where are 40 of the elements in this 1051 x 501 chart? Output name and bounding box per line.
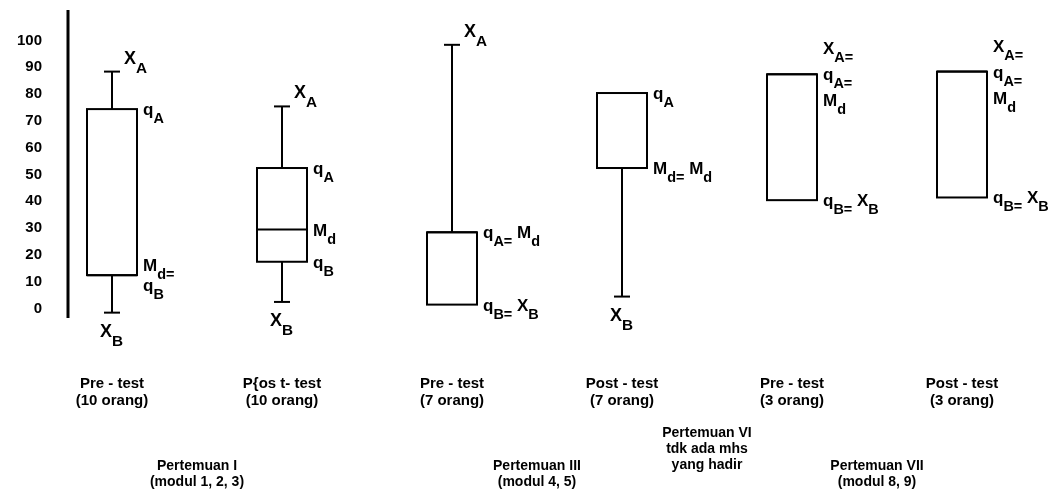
x-tick-label: Pre - test (10 orang) xyxy=(75,374,149,408)
y-tick-label: 70 xyxy=(25,111,42,129)
annotation: q$_{B=}$ X$_{B}$ xyxy=(993,188,1049,215)
x-tick-label: P{os t- test (10 orang) xyxy=(242,374,322,408)
annotation: X$_{B}$ xyxy=(610,304,634,333)
annotation: X$_{A=}$ q$_{A=}$ M$_{d}$ xyxy=(823,39,854,118)
annotation: X$_{A}$ xyxy=(464,20,488,49)
annotation: q$_{A}$ xyxy=(313,159,335,186)
annotation: q$_{A}$ xyxy=(143,100,165,127)
y-tick-label: 10 xyxy=(25,271,42,289)
y-tick-label: 50 xyxy=(25,164,42,182)
text: Pertemuan VI tdk ada mhs yang hadir xyxy=(662,424,752,472)
annotation: M$_{d=}$ q$_{B}$ xyxy=(143,256,175,303)
annotation: q$_{B=}$ X$_{B}$ xyxy=(823,191,879,218)
x-tick-label: Post - test (7 orang) xyxy=(585,374,659,408)
x-tick-label: Pre - test (7 orang) xyxy=(419,374,485,408)
y-tick-label: 90 xyxy=(25,57,42,75)
y-tick-label: 60 xyxy=(25,137,42,155)
text: Pertemuan I (modul 1, 2, 3) xyxy=(149,457,245,489)
annotation: q$_{A=}$ M$_{d}$ xyxy=(483,223,540,250)
annotation: X$_{A=}$ q$_{A=}$ M$_{d}$ xyxy=(993,36,1024,115)
y-tick-label: 40 xyxy=(25,191,42,209)
text: Pertemuan III (modul 4, 5) xyxy=(493,457,581,489)
annotation: q$_{B}$ xyxy=(313,252,334,279)
annotation: M$_{d}$ xyxy=(313,220,336,247)
annotation: M$_{d=}$ M$_{d}$ xyxy=(653,159,713,186)
annotation: q$_{B=}$ X$_{B}$ xyxy=(483,295,539,322)
y-tick-label: 100 xyxy=(16,30,42,48)
annotation: X$_{B}$ xyxy=(100,320,124,349)
annotation: q$_{A}$ xyxy=(653,84,675,111)
y-tick-label: 80 xyxy=(25,84,42,102)
text: Pertemuan VII (modul 8, 9) xyxy=(830,457,924,489)
x-tick-label: Post - test (3 orang) xyxy=(925,374,999,408)
annotation: X$_{A}$ xyxy=(294,82,318,110)
y-tick-label: 0 xyxy=(33,298,42,316)
x-tick-label: Pre - test (3 orang) xyxy=(759,374,825,408)
annotation: X$_{A}$ xyxy=(124,47,148,76)
y-tick-label: 20 xyxy=(25,244,42,262)
annotation: X$_{B}$ xyxy=(270,309,294,338)
y-tick-label: 30 xyxy=(25,218,42,236)
